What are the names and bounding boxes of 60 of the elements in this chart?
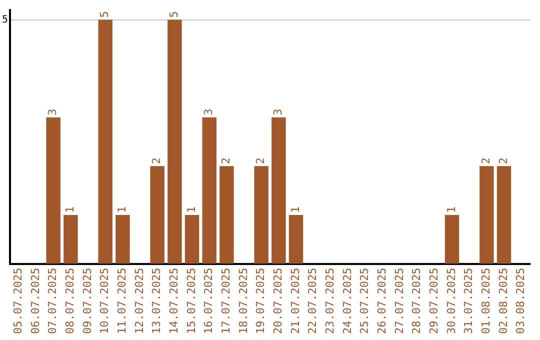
x-tick-label: 21.07.2025 [288, 268, 302, 334]
data-label: 1 [288, 206, 302, 213]
x-tick-label: 07.07.2025 [46, 268, 60, 334]
data-label: 2 [496, 158, 510, 164]
data-label: 2 [150, 158, 164, 164]
x-tick-label: 12.07.2025 [132, 268, 146, 334]
x-tick-label: 28.07.2025 [410, 268, 424, 334]
x-tick-label: 08.07.2025 [64, 268, 77, 334]
x-tick-label: 30.07.2025 [444, 268, 458, 334]
x-tick-label: 05.07.2025 [12, 268, 25, 334]
data-label: 2 [220, 158, 233, 164]
data-label: 2 [480, 158, 493, 164]
x-tick-label: 02.08.2025 [496, 268, 510, 334]
x-tick-label: 17.07.2025 [220, 268, 233, 334]
bar [150, 166, 164, 264]
x-tick-label: 01.08.2025 [480, 268, 493, 334]
x-tick-label: 03.08.2025 [514, 268, 528, 334]
data-label: 3 [46, 108, 60, 116]
bar [168, 20, 182, 264]
bar [496, 166, 512, 264]
data-label: 1 [184, 206, 198, 213]
bar [46, 117, 60, 264]
bar [64, 214, 78, 264]
bar [272, 117, 286, 264]
data-label: 5 [98, 11, 112, 18]
data-label: 1 [64, 206, 77, 213]
bar [116, 214, 130, 264]
x-tick-label: 16.07.2025 [202, 268, 216, 334]
x-tick-label: 15.07.2025 [184, 268, 198, 334]
bar [254, 166, 268, 264]
x-tick-label: 29.07.2025 [428, 268, 441, 334]
x-tick-label: 18.07.2025 [236, 268, 250, 334]
x-tick-label: 20.07.2025 [272, 268, 285, 334]
x-tick-label: 26.07.2025 [376, 268, 389, 334]
data-label: 1 [116, 206, 129, 213]
bar [444, 214, 460, 264]
x-tick-label: 31.07.2025 [462, 268, 476, 334]
bar [98, 20, 112, 264]
data-label: 5 [168, 11, 181, 18]
x-tick-label: 24.07.2025 [340, 268, 354, 334]
x-tick-label: 25.07.2025 [358, 268, 372, 334]
bar [288, 214, 304, 264]
x-tick-label: 10.07.2025 [98, 268, 112, 334]
x-tick-label: 06.07.2025 [28, 268, 42, 334]
x-tick-label: 11.07.2025 [116, 268, 129, 334]
x-tick-label: 19.07.2025 [254, 268, 268, 334]
data-label: 3 [272, 108, 285, 116]
x-tick-label: 22.07.2025 [306, 268, 320, 334]
x-tick-label: 14.07.2025 [168, 268, 181, 334]
bar [202, 117, 216, 264]
bar [220, 166, 234, 264]
data-label: 3 [202, 108, 216, 116]
x-tick-label: 23.07.2025 [324, 268, 337, 334]
data-label: 1 [444, 206, 458, 213]
data-label: 2 [254, 158, 268, 164]
x-tick-label: 27.07.2025 [392, 268, 406, 334]
bar [480, 166, 494, 264]
x-tick-label: 09.07.2025 [80, 268, 94, 334]
x-tick-label: 13.07.2025 [150, 268, 164, 334]
bar [184, 214, 200, 264]
